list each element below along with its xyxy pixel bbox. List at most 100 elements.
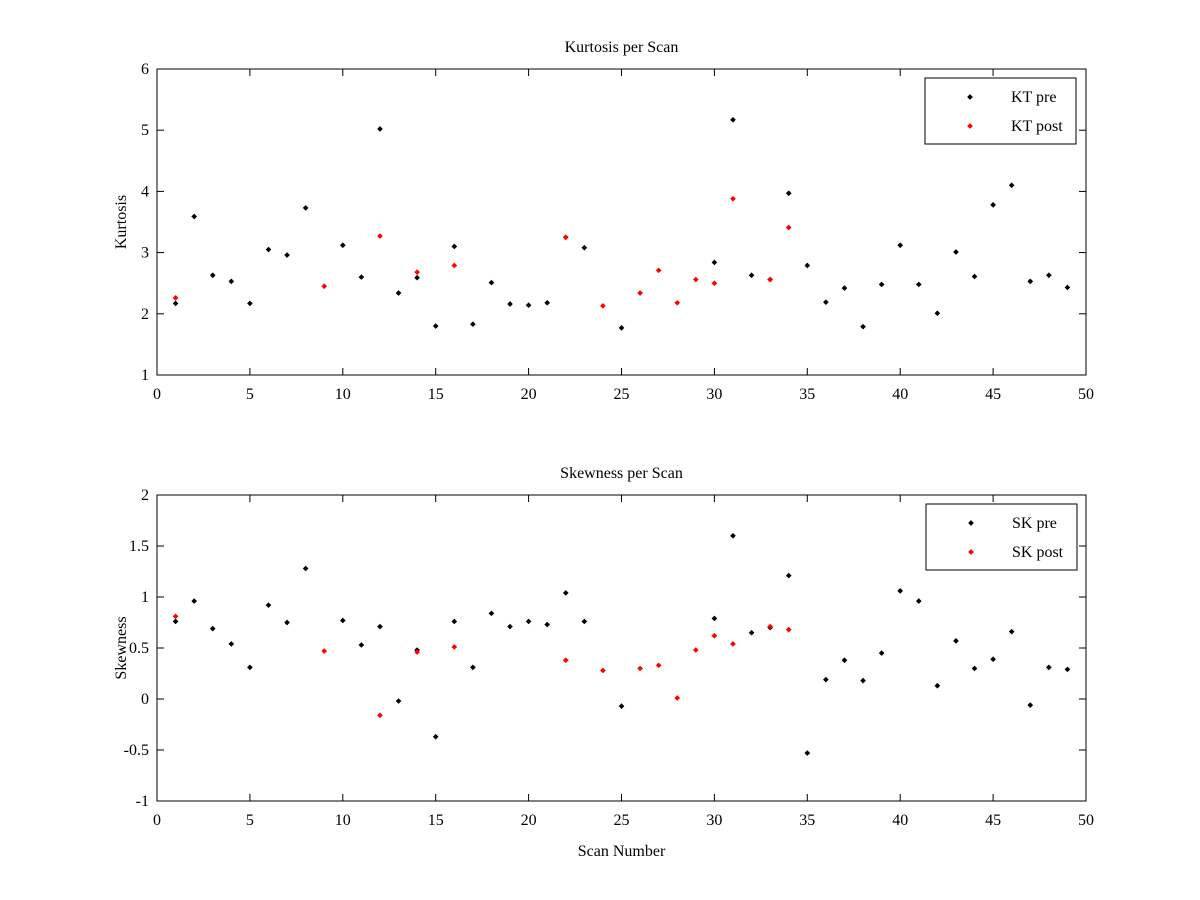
data-point: [358, 642, 365, 648]
data-point: [377, 233, 383, 239]
data-point: [265, 246, 272, 253]
data-point: [302, 565, 309, 572]
data-point: [562, 234, 569, 241]
legend-box: [925, 503, 1078, 571]
data-point: [228, 278, 235, 285]
data-point: [637, 290, 643, 296]
data-point: [841, 285, 848, 291]
data-point: [711, 632, 718, 639]
data-point: [339, 617, 346, 624]
data-point: [990, 202, 996, 208]
legend-marker: [967, 94, 973, 100]
chart-title: Skewness per Scan: [560, 465, 683, 482]
data-point: [377, 623, 383, 630]
x-tick-label: 20: [521, 386, 537, 403]
data-point: [897, 588, 904, 594]
y-tick-label: 5: [141, 122, 149, 139]
x-tick-label: 25: [614, 386, 630, 403]
legend: KT pre KT post: [924, 77, 1077, 145]
data-point: [692, 276, 699, 283]
data-point: [172, 613, 179, 620]
data-point: [915, 598, 922, 604]
data-point: [302, 205, 309, 211]
data-point: [915, 281, 922, 288]
x-tick-label: 15: [428, 386, 444, 403]
data-point: [544, 299, 551, 306]
data-point: [414, 274, 420, 281]
data-point: [1008, 182, 1015, 189]
legend-marker: [968, 549, 974, 555]
data-point: [395, 290, 402, 296]
y-tick-label: -1: [136, 793, 149, 810]
x-tick-label: 5: [246, 386, 254, 403]
data-point: [823, 676, 829, 683]
legend-entry-kt-pre: KT pre: [1011, 89, 1056, 106]
x-tick-label: 5: [246, 812, 254, 829]
data-point: [172, 300, 179, 307]
data-point: [247, 300, 253, 307]
data-point: [191, 598, 197, 604]
data-point: [618, 703, 625, 709]
data-point: [209, 625, 216, 632]
data-point: [692, 647, 699, 653]
x-tick-label: 45: [985, 812, 1001, 829]
x-tick-label: 15: [428, 812, 444, 829]
data-point: [748, 629, 755, 636]
data-point: [1027, 702, 1034, 708]
y-tick-label: 3: [141, 245, 149, 262]
x-tick-label: 25: [614, 812, 630, 829]
data-point: [674, 695, 681, 701]
data-point: [860, 323, 866, 330]
data-point: [191, 213, 197, 220]
data-point: [730, 195, 736, 202]
data-point: [451, 644, 458, 650]
x-tick-label: 20: [521, 812, 537, 829]
data-point: [785, 572, 792, 579]
data-point: [953, 249, 959, 255]
data-point: [1064, 284, 1071, 291]
data-point: [1064, 666, 1071, 673]
x-tick-label: 30: [706, 812, 722, 829]
data-point: [804, 262, 811, 269]
x-tick-label: 40: [892, 812, 908, 829]
data-point: [525, 618, 532, 625]
data-point: [507, 301, 513, 307]
data-point: [730, 532, 736, 539]
data-point: [451, 618, 458, 625]
data-point: [804, 750, 811, 756]
data-point: [284, 619, 290, 626]
data-point: [934, 310, 941, 317]
data-point: [432, 323, 439, 329]
data-point: [377, 126, 383, 132]
data-point: [730, 641, 736, 647]
y-axis-label: Skewness: [113, 616, 130, 679]
data-point: [637, 665, 643, 672]
data-point: [562, 590, 569, 596]
data-point: [377, 712, 383, 719]
y-tick-label: 0.5: [129, 640, 149, 657]
data-point: [823, 299, 829, 306]
data-point: [600, 667, 606, 674]
data-point: [228, 641, 235, 647]
data-point: [581, 618, 588, 625]
x-tick-label: 30: [706, 386, 722, 403]
data-point: [897, 242, 904, 249]
legend-marker: [967, 123, 973, 129]
y-tick-label: 2: [141, 306, 149, 323]
data-point: [321, 283, 328, 290]
data-point: [265, 602, 272, 608]
data-point: [767, 276, 773, 283]
data-point: [990, 656, 996, 663]
y-tick-label: 0: [141, 691, 149, 708]
data-point: [860, 677, 866, 684]
data-point: [655, 662, 662, 669]
data-point: [507, 623, 513, 630]
series-sk-post: [172, 613, 792, 719]
data-point: [414, 269, 420, 276]
data-point: [711, 259, 718, 266]
data-point: [451, 243, 458, 250]
skewness-plot: 0 5 10 15 20 25 30 35 40 45 50 -1 -0.5 0 0.5 1 1.5 2 Skewn…: [113, 465, 1094, 860]
data-point: [971, 665, 978, 672]
y-tick-label: 1: [141, 367, 149, 384]
